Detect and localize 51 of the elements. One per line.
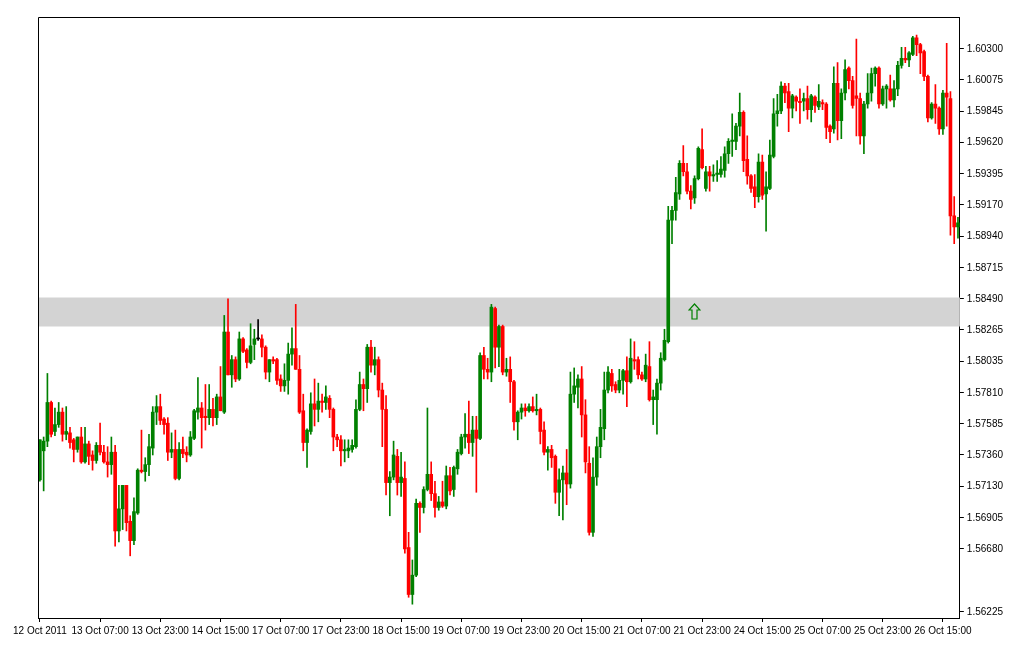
y-tick-label: 1.59620: [966, 136, 1004, 148]
candlestick: [801, 92, 806, 112]
y-tick-label: 1.57130: [966, 480, 1004, 492]
y-tick-label: 1.56680: [966, 542, 1004, 554]
x-tick-label: 24 Oct 15:00: [733, 624, 792, 636]
candlestick: [625, 356, 629, 407]
x-tick-label: 20 Oct 15:00: [553, 624, 611, 636]
candlestick: [372, 346, 377, 376]
y-tick-label: 1.58940: [966, 230, 1004, 242]
y-tick-label: 1.58265: [966, 323, 1004, 335]
y-tick-label: 1.59395: [966, 167, 1004, 179]
candlestick: [467, 400, 471, 454]
candlestick: [320, 393, 324, 413]
x-tick-label: 26 Oct 15:00: [914, 624, 972, 636]
x-tick-label: 21 Oct 23:00: [673, 624, 732, 636]
y-tick-label: 1.60075: [966, 73, 1004, 85]
candlestick: [546, 446, 550, 471]
y-tick-label: 1.56905: [966, 511, 1004, 523]
x-tick-label: 19 Oct 07:00: [432, 624, 491, 636]
y-tick-label: 1.56225: [966, 605, 1004, 617]
candlestick: [64, 406, 69, 441]
y-tick-label: 1.60300: [966, 42, 1004, 54]
y-tick-label: 1.59170: [966, 198, 1004, 210]
x-tick-label: 19 Oct 23:00: [492, 624, 551, 636]
y-tick-label: 1.57360: [966, 448, 1004, 460]
y-tick-label: 1.57585: [966, 417, 1004, 429]
y-tick-label: 1.58715: [966, 261, 1004, 273]
y-tick-label: 1.59845: [966, 105, 1004, 117]
x-tick-label: 25 Oct 07:00: [793, 624, 852, 636]
candlestick: [798, 88, 802, 124]
y-tick-label: 1.57810: [966, 386, 1004, 398]
x-tick-label: 17 Oct 07:00: [252, 624, 310, 636]
x-tick-label: 17 Oct 23:00: [312, 624, 370, 636]
x-tick-label: 14 Oct 15:00: [191, 624, 250, 636]
y-tick-label: 1.58490: [966, 292, 1004, 304]
candlestick: [316, 382, 321, 423]
y-tick-label: 1.58035: [966, 355, 1004, 367]
candlestick: [561, 465, 565, 521]
x-tick-label: 18 Oct 15:00: [372, 624, 431, 636]
candlestick: [324, 385, 328, 410]
x-tick-label: 12 Oct 2011: [13, 624, 68, 636]
x-tick-label: 21 Oct 07:00: [613, 624, 671, 636]
x-tick-label: 13 Oct 07:00: [71, 624, 130, 636]
candlestick: [181, 436, 185, 459]
x-tick-label: 25 Oct 23:00: [854, 624, 912, 636]
candlestick: [399, 451, 403, 497]
candlestick: [715, 160, 719, 182]
candlestick: [816, 84, 821, 110]
x-tick-label: 13 Oct 23:00: [131, 624, 190, 636]
candlestick: [903, 47, 908, 63]
candlestick: [418, 501, 422, 533]
